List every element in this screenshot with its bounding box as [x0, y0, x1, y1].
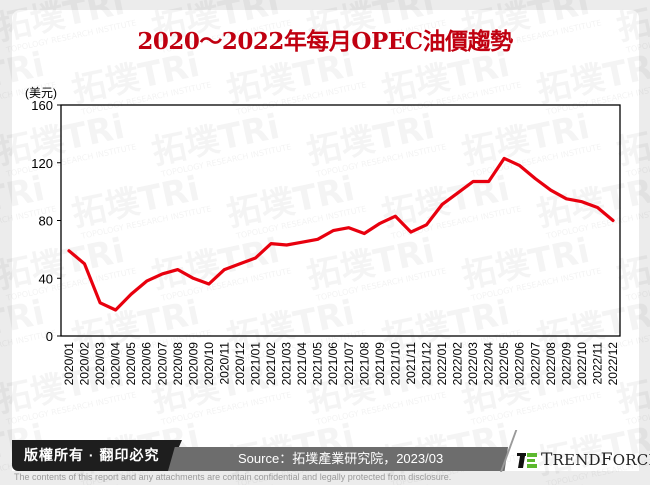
x-tick-label: 2020/06 [140, 342, 154, 386]
trendforce-mark-icon [517, 453, 537, 468]
opec-price-line [67, 156, 615, 312]
x-tick-label: 2022/11 [590, 342, 604, 385]
chart-card [12, 10, 639, 471]
x-tick-label: 2021/06 [326, 342, 340, 386]
x-tick-label: 2022/04 [482, 342, 496, 386]
y-tick-label: 120 [31, 156, 53, 171]
y-tick-label: 40 [39, 271, 53, 286]
x-tick-label: 2021/07 [342, 342, 356, 386]
x-tick-label: 2022/02 [451, 342, 465, 386]
x-tick-label: 2021/02 [264, 342, 278, 386]
x-tick-label: 2020/03 [93, 342, 107, 386]
confidentiality-disclaimer: The contents of this report and any atta… [14, 472, 452, 482]
x-tick-label: 2021/05 [311, 342, 325, 386]
x-tick-label: 2021/08 [357, 342, 371, 386]
x-tick-label: 2022/08 [544, 342, 558, 386]
x-tick-label: 2021/09 [373, 342, 387, 386]
x-tick-label: 2021/11 [404, 342, 418, 385]
x-tick-label: 2020/10 [202, 342, 216, 386]
x-tick-label: 2020/08 [171, 342, 185, 386]
x-tick-label: 2022/05 [497, 342, 511, 386]
x-tick-label: 2022/09 [559, 342, 573, 386]
x-tick-label: 2020/04 [109, 342, 123, 386]
x-tick-label: 2022/03 [466, 342, 480, 386]
y-tick-label: 80 [39, 214, 53, 229]
svg-text:拓墣TRi: 拓墣TRi [459, 479, 594, 485]
x-tick-label: 2022/06 [513, 342, 527, 386]
y-axis-unit-label: (美元) [25, 86, 57, 100]
x-tick-label: 2021/01 [249, 342, 263, 386]
trendforce-wordmark: TRENDFORCE [541, 450, 650, 470]
y-tick-label: 0 [46, 329, 53, 344]
x-tick-label: 2021/04 [295, 342, 309, 386]
chart-title: 2020～2022年每月OPEC油價趨勢 [137, 28, 513, 55]
svg-text:拓墣TRi: 拓墣TRi [614, 479, 650, 485]
x-tick-label: 2020/11 [217, 342, 231, 385]
x-tick-label: 2020/07 [155, 342, 169, 386]
x-tick-label: 2022/01 [435, 342, 449, 386]
trendforce-logo: TRENDFORCE [517, 449, 650, 471]
copyright-tab: 版權所有 · 翻印必究 [12, 440, 182, 471]
x-tick-label: 2020/01 [62, 342, 76, 386]
x-tick-label: 2021/10 [388, 342, 402, 386]
x-tick-label: 2022/10 [575, 342, 589, 386]
source-bar: Source：拓墣產業研究院，2023/03 [168, 447, 508, 471]
y-tick-label: 160 [31, 98, 53, 113]
x-tick-label: 2021/03 [280, 342, 294, 386]
x-tick-label: 2020/05 [124, 342, 138, 386]
plot-area [60, 104, 621, 337]
x-tick-label: 2022/12 [606, 342, 620, 386]
x-tick-label: 2020/12 [233, 342, 247, 386]
x-tick-label: 2020/09 [186, 342, 200, 386]
x-tick-label: 2021/12 [419, 342, 433, 386]
x-tick-label: 2020/02 [78, 342, 92, 386]
x-tick-label: 2022/07 [528, 342, 542, 386]
